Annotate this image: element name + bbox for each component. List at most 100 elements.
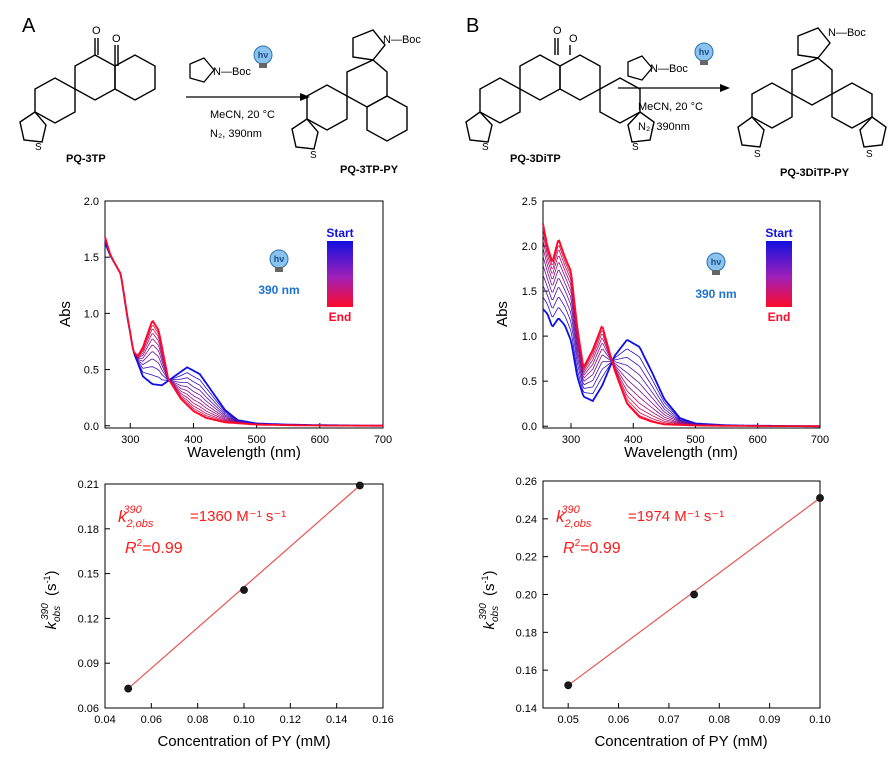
y-tick-label: 0.18: [78, 524, 99, 536]
data-point: [355, 481, 364, 490]
x-tick-label: 400: [624, 434, 642, 446]
tick-group: 0.04 0.06 0.08 0.10 0.12 0.14 0.160.060.090.12…: [78, 479, 394, 726]
start-label-b: PQ-3DiTP: [510, 153, 561, 165]
tick-group: 300 400 500 600 700 0.0 0.5 1.0 1.5 2.0 2.5: [522, 196, 829, 446]
legend-start: Start: [326, 226, 353, 240]
x-tick-label: 500: [686, 434, 704, 446]
atom-s: S: [632, 142, 639, 153]
reagent-pyrroline-a: [189, 57, 215, 83]
spectra-group: [542, 223, 820, 428]
y-tick-label: 2.0: [84, 196, 99, 208]
y-tick-label: 0.5: [522, 376, 537, 388]
svg-text:R2=0.99: R2=0.99: [125, 538, 183, 557]
condition-light-b: N₂, 390nm: [638, 121, 690, 133]
product-boc-a: N—Boc: [383, 34, 421, 46]
x-tick-label: 0.10: [233, 714, 254, 726]
reagent-label-a: N—Boc: [213, 66, 251, 78]
y-tick-label: 1.0: [84, 308, 99, 320]
hv-label: hν: [711, 257, 722, 267]
data-point: [690, 590, 698, 599]
y-axis-label: Abs: [494, 301, 511, 327]
svg-text:=1360 M⁻¹ s⁻¹: =1360 M⁻¹ s⁻¹: [190, 508, 286, 525]
y-tick-label: 0.06: [78, 703, 99, 715]
atom-s: S: [482, 142, 489, 153]
y-tick-label: 0.18: [516, 627, 537, 639]
gradient-legend-bar: [766, 241, 792, 307]
svg-text:kobs390 (s-1): kobs390 (s-1): [40, 571, 63, 630]
legend-wavelength: 390 nm: [695, 287, 736, 301]
x-tick-label: 700: [811, 434, 829, 446]
y-tick-label: 0.20: [516, 590, 537, 602]
atom-o: O: [112, 33, 121, 45]
tick-group: 0.05 0.06 0.07 0.08 0.09 0.10 0.14 0.16 0.18 0.20…: [516, 476, 831, 726]
x-tick-label: 0.07: [658, 714, 679, 726]
data-point: [816, 494, 824, 502]
y-tick-label: 2.5: [522, 196, 537, 208]
plot-frame: [542, 200, 821, 429]
y-tick-label: 0.14: [516, 703, 537, 715]
molecule-pq-3tp: [19, 38, 156, 143]
legend-end: End: [768, 310, 791, 324]
molecule-pq-3ditp-py: [737, 27, 887, 148]
plot-frame: [104, 200, 384, 429]
absorption-spectrum-line: [104, 236, 384, 427]
y-axis-label: kobs390 (s-1): [478, 571, 501, 630]
x-tick-label: 500: [247, 434, 265, 446]
reagent-label-b: N—Boc: [650, 63, 688, 75]
x-tick-label: 0.06: [141, 714, 162, 726]
y-tick-label: 0.09: [78, 658, 99, 670]
x-tick-label: 700: [374, 434, 392, 446]
product-label-a: PQ-3TP-PY: [340, 164, 399, 176]
hv-label: hν: [699, 47, 710, 57]
data-group: [564, 494, 824, 690]
y-tick-label: 0.16: [516, 665, 537, 677]
condition-solvent-a: MeCN, 20 °C: [210, 109, 275, 121]
x-tick-label: 300: [121, 434, 139, 446]
condition-light-a: N₂, 390nm: [210, 128, 262, 140]
x-tick-label: 0.14: [326, 714, 347, 726]
lightbulb-base-icon: [712, 270, 720, 275]
x-tick-label: 0.05: [557, 714, 578, 726]
y-tick-label: 0.21: [78, 479, 99, 491]
atom-s: S: [866, 149, 873, 160]
reagent-pyrroline-b: [627, 55, 653, 81]
molecule-pq-3ditp: [465, 38, 655, 143]
data-point: [564, 681, 573, 690]
gradient-legend-bar: [327, 241, 353, 307]
x-tick-label: 600: [749, 434, 767, 446]
x-tick-label: 0.12: [280, 714, 301, 726]
tick-group: 300 400 500 600 700 0.0 0.5 1.0 1.5 2.0: [84, 196, 392, 446]
scheme-a: A O O S PQ-3TP N—Boc hν MeCN, 20 °C N₂, …: [19, 15, 421, 176]
x-tick-label: 0.08: [709, 714, 730, 726]
lightbulb-base-icon: [275, 267, 283, 272]
y-tick-label: 1.5: [522, 286, 537, 298]
x-tick-label: 0.08: [187, 714, 208, 726]
y-tick-label: 2.0: [522, 241, 537, 253]
y-tick-label: 0.0: [522, 421, 537, 433]
y-tick-label: 0.5: [84, 365, 99, 377]
x-tick-label: 0.10: [809, 714, 830, 726]
y-tick-label: 0.26: [516, 476, 537, 488]
atom-o: O: [92, 25, 101, 37]
y-axis-label: Abs: [57, 301, 74, 327]
y-tick-label: 0.22: [516, 552, 537, 564]
lightbulb-base-icon: [700, 60, 708, 65]
legend-wavelength: 390 nm: [258, 283, 299, 297]
y-tick-label: 1.5: [84, 252, 99, 264]
atom-s: S: [35, 142, 42, 153]
x-tick-label: 0.06: [608, 714, 629, 726]
kinetic-chart-a: 0.04 0.06 0.08 0.10 0.12 0.14 0.160.060.090.12…: [40, 479, 394, 750]
x-axis-label: Concentration of PY (mM): [594, 733, 767, 750]
panel-letter-a: A: [22, 15, 36, 37]
rate-annotation: k2,obs390 =1974 M⁻¹ s⁻¹ R2=0.99: [556, 504, 724, 557]
arrow-head-a: [300, 93, 310, 101]
scheme-b: B O O S S PQ-3DiTP N—Boc hν MeCN, 20 °C …: [465, 15, 887, 179]
product-label-b: PQ-3DiTP-PY: [780, 167, 850, 179]
atom-s: S: [310, 150, 317, 161]
atom-o: O: [553, 25, 562, 37]
atom-o: O: [569, 33, 578, 45]
x-tick-label: 0.16: [372, 714, 393, 726]
lightbulb-base-icon: [259, 63, 267, 68]
rate-annotation: k2,obs390 =1360 M⁻¹ s⁻¹ R2=0.99: [118, 504, 286, 557]
